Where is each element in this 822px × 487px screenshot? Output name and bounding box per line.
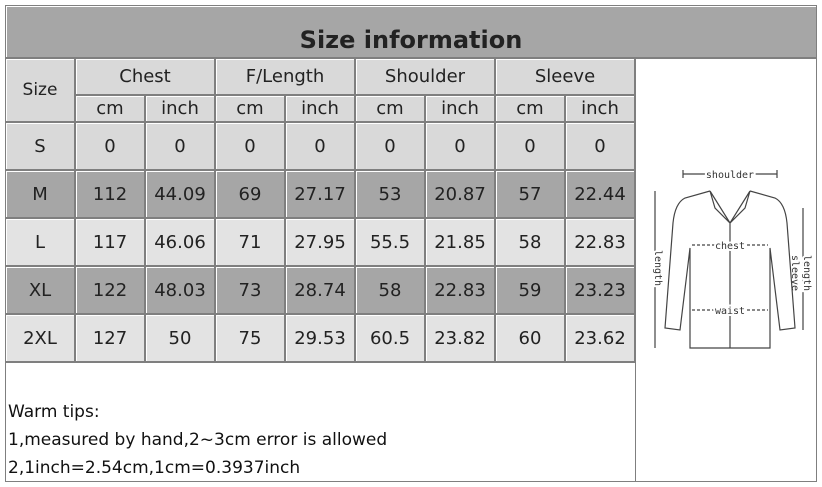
value-cell: 46.06 [145,218,215,266]
value-cell: 0 [285,122,355,170]
note: 2,1inch=2.54cm,1cm=0.3937inch [8,458,301,478]
value-cell: 0 [425,122,495,170]
value-cell: 0 [355,122,425,170]
label-shoulder: shoulder [706,170,754,181]
value-cell: 58 [355,266,425,314]
value-cell: 0 [215,122,285,170]
header-cell: Sleeve [495,58,635,95]
value-cell: 22.83 [565,218,635,266]
header-cell: Size [5,58,75,122]
value-cell: 73 [215,266,285,314]
value-cell: 44.09 [145,170,215,218]
unit-cell: inch [145,95,215,122]
value-cell: 112 [75,170,145,218]
unit-cell: inch [425,95,495,122]
value-cell: 23.23 [565,266,635,314]
value-cell: 60.5 [355,314,425,362]
header-cell: F/Length [215,58,355,95]
value-cell: 23.82 [425,314,495,362]
unit-cell: cm [215,95,285,122]
size-cell: L [5,218,75,266]
value-cell: 21.85 [425,218,495,266]
note: Warm tips: [8,402,100,422]
value-cell: 57 [495,170,565,218]
value-cell: 122 [75,266,145,314]
label-waist: waist [715,306,745,317]
label-length: length [652,250,663,286]
shirt-diagram: shoulder chest waist length sleeve lengt… [650,168,814,349]
value-cell: 53 [355,170,425,218]
value-cell: 28.74 [285,266,355,314]
title: Size information [5,5,817,58]
value-cell: 59 [495,266,565,314]
value-cell: 55.5 [355,218,425,266]
value-cell: 20.87 [425,170,495,218]
value-cell: 22.44 [565,170,635,218]
unit-cell: cm [495,95,565,122]
image-panel [635,58,817,482]
size-cell: XL [5,266,75,314]
header-cell: Shoulder [355,58,495,95]
value-cell: 69 [215,170,285,218]
value-cell: 0 [495,122,565,170]
value-cell: 50 [145,314,215,362]
size-cell: S [5,122,75,170]
value-cell: 127 [75,314,145,362]
size-cell: M [5,170,75,218]
value-cell: 22.83 [425,266,495,314]
size-cell: 2XL [5,314,75,362]
value-cell: 58 [495,218,565,266]
value-cell: 27.95 [285,218,355,266]
header-cell: Chest [75,58,215,95]
value-cell: 117 [75,218,145,266]
note: 1,measured by hand,2~3cm error is allowe… [8,430,388,450]
value-cell: 0 [565,122,635,170]
label-sleeve: sleeve [789,255,800,291]
unit-cell: inch [285,95,355,122]
value-cell: 29.53 [285,314,355,362]
shirt-outline [654,170,804,349]
value-cell: 48.03 [145,266,215,314]
unit-cell: cm [75,95,145,122]
value-cell: 0 [75,122,145,170]
unit-cell: inch [565,95,635,122]
value-cell: 27.17 [285,170,355,218]
value-cell: 75 [215,314,285,362]
value-cell: 23.62 [565,314,635,362]
notes-panel [5,362,636,482]
label-chest: chest [715,241,745,252]
label-sleeve-length: length [801,255,812,291]
unit-cell: cm [355,95,425,122]
value-cell: 60 [495,314,565,362]
value-cell: 71 [215,218,285,266]
value-cell: 0 [145,122,215,170]
